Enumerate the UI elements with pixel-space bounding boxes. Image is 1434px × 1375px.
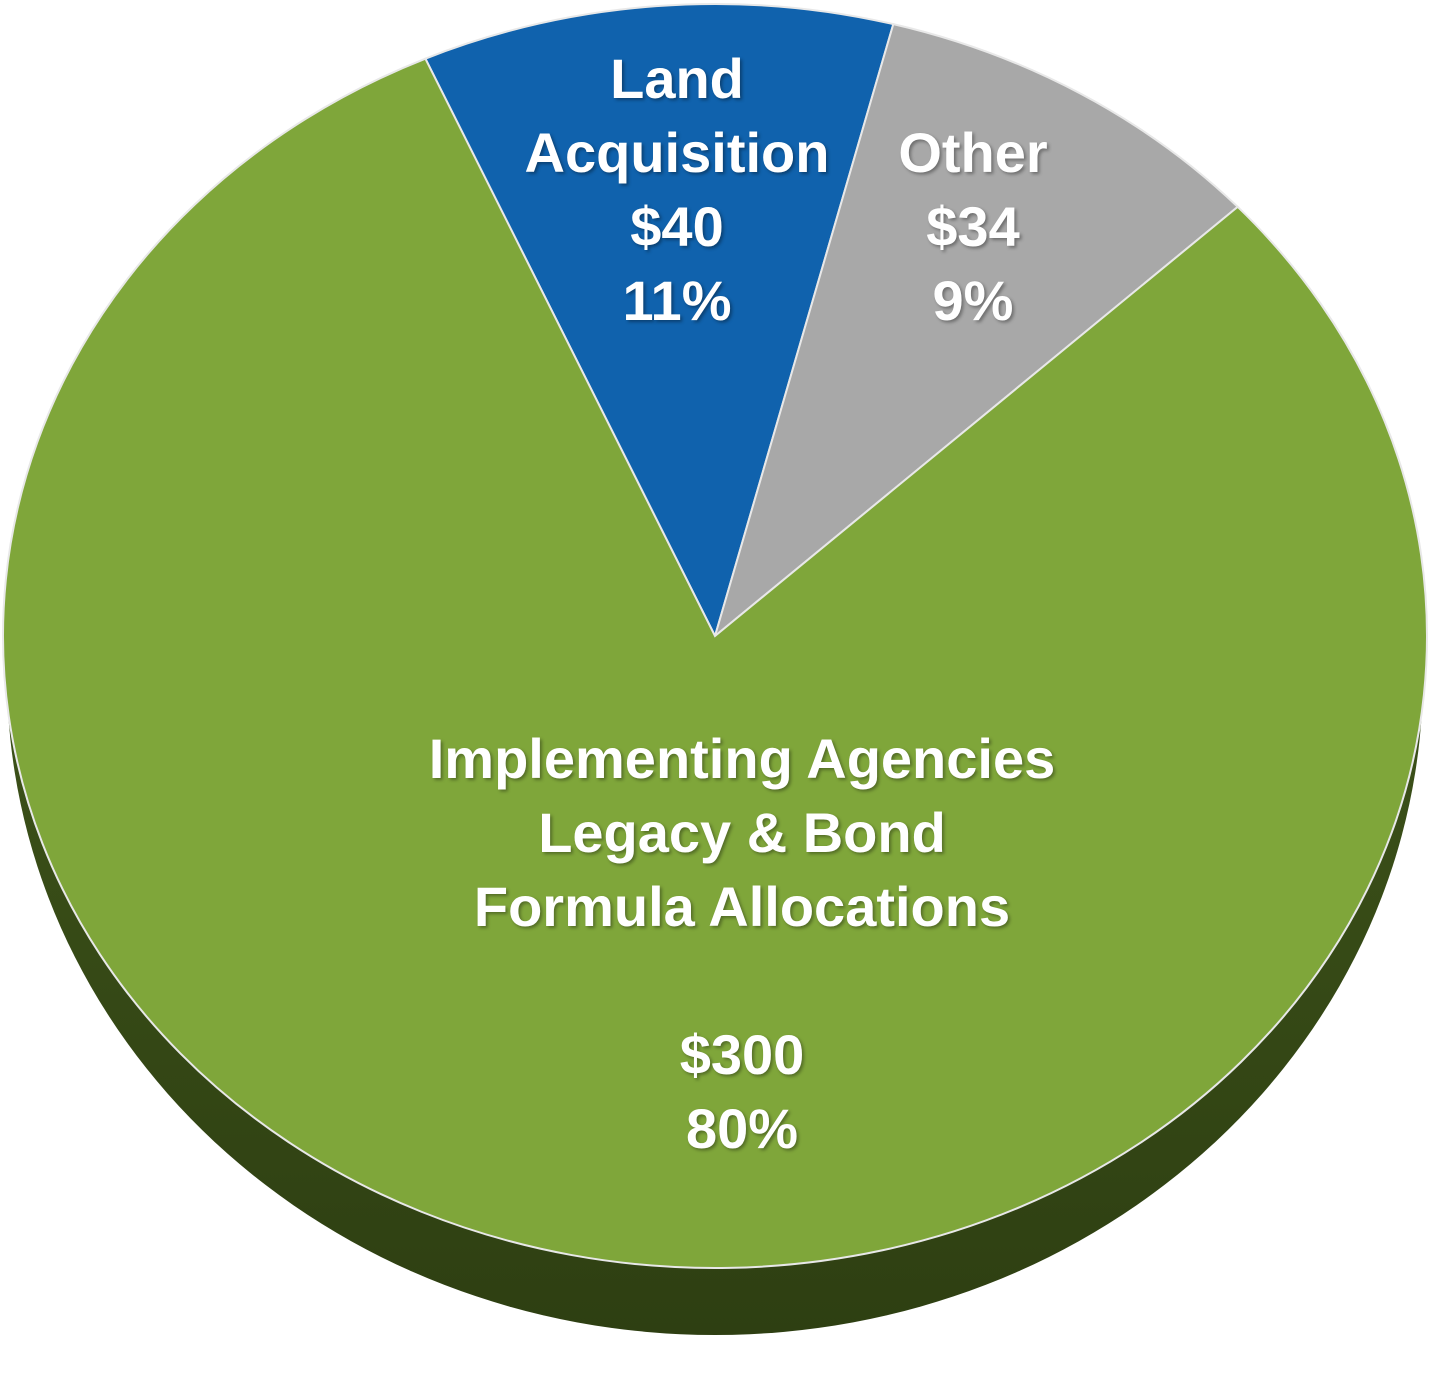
share-label: 9% [932,269,1014,332]
pie-slice [424,3,895,639]
slice-label: Land Acquisition $40 11% [525,42,830,338]
share-label: 11% [622,269,732,332]
value-label: $300 [679,1023,805,1086]
value-label: $34 [926,195,1020,258]
category-label: Land Acquisition [524,47,830,184]
share-label: 80% [685,1097,799,1160]
pie-slice [2,57,1429,1269]
slice-label: Implementing Agencies Legacy & Bond Form… [429,722,1056,1166]
pie-slice [713,22,1240,639]
value-label: $40 [630,195,724,258]
slice-label: Other $34 9% [898,116,1047,338]
category-label: Implementing Agencies Legacy & Bond Form… [428,727,1056,938]
category-label: Other [898,121,1048,184]
